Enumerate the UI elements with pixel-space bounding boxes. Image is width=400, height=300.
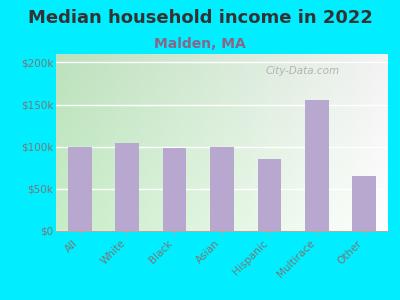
Bar <box>163 148 186 231</box>
Bar <box>210 147 234 231</box>
Bar <box>305 100 329 231</box>
Text: Median household income in 2022: Median household income in 2022 <box>28 9 372 27</box>
Bar <box>258 159 281 231</box>
Text: City-Data.com: City-Data.com <box>265 66 339 76</box>
Bar <box>115 143 139 231</box>
Bar <box>352 176 376 231</box>
Text: Malden, MA: Malden, MA <box>154 38 246 52</box>
Bar <box>68 147 92 231</box>
